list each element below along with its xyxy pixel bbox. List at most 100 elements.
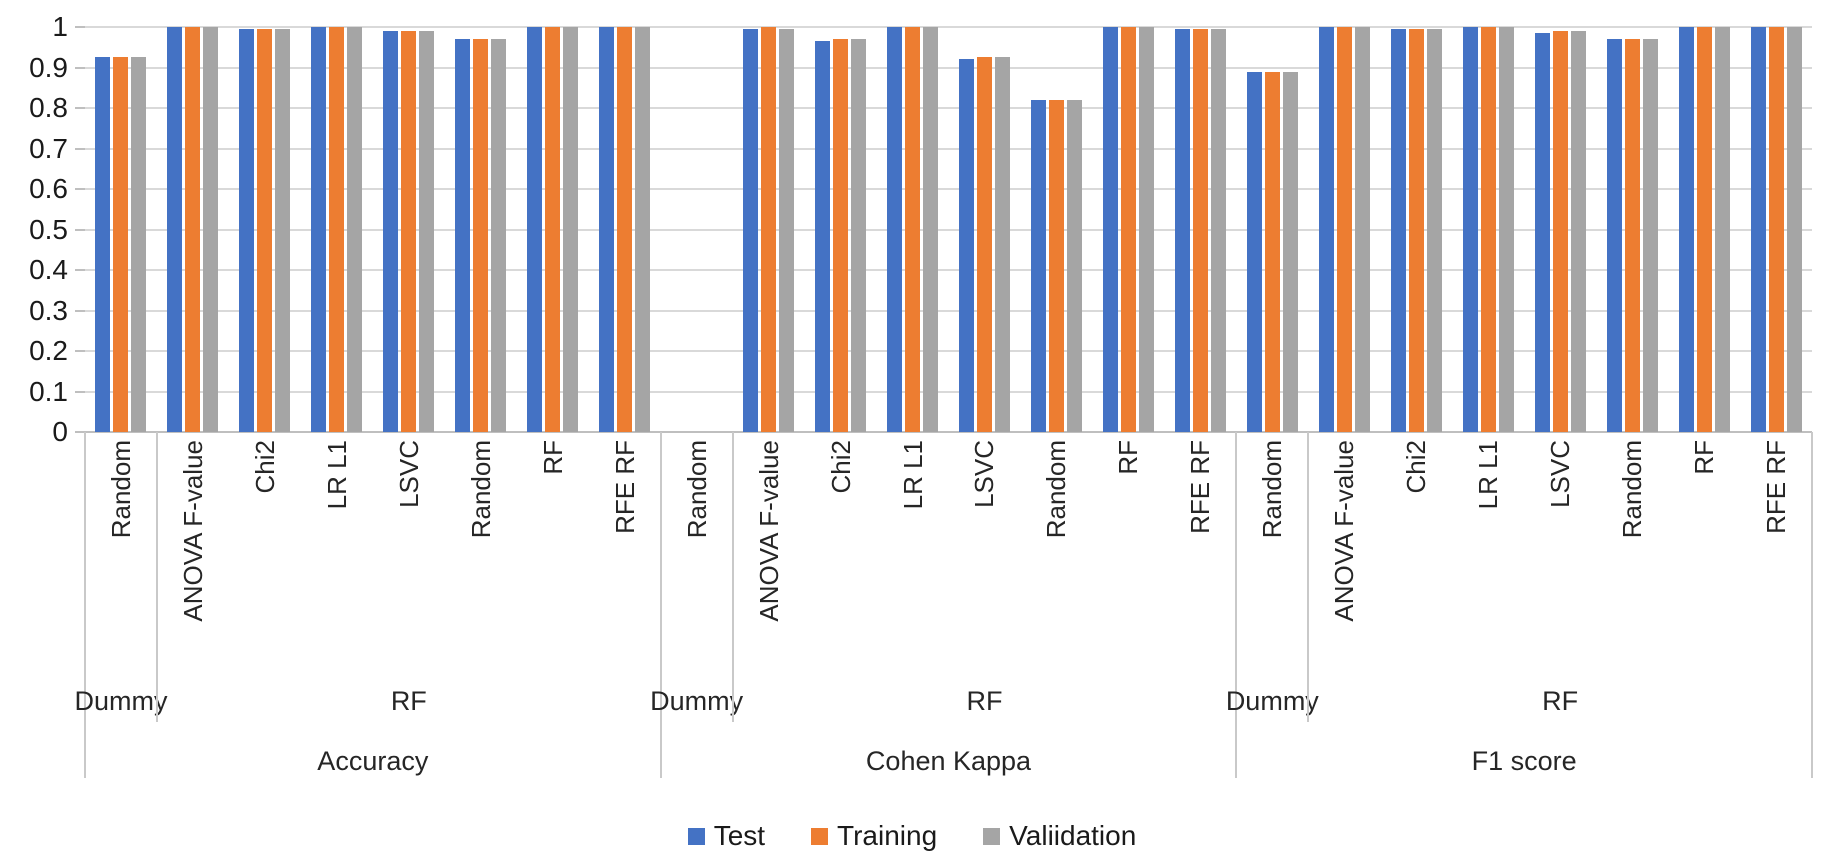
legend-item-valiidation: Valiidation [983, 822, 1136, 850]
bar-valiidation [779, 29, 795, 432]
bar-test [95, 57, 111, 432]
x-axis-line [85, 431, 1812, 433]
y-axis-tick-label: 0.6 [29, 173, 68, 204]
bar-valiidation [1210, 29, 1226, 432]
bar-test [527, 27, 543, 432]
category-label: RFE RF [609, 440, 640, 534]
category-label: RFE RF [1185, 440, 1216, 534]
legend-item-test: Test [687, 820, 766, 851]
bar-valiidation [923, 27, 939, 432]
group-label: Dummy [74, 686, 168, 716]
section-divider [1235, 432, 1238, 778]
bar-test [383, 31, 399, 432]
y-axis-tick-label: 0.2 [29, 335, 68, 366]
category-label: ANOVA F-value [177, 440, 208, 622]
bar-training [1624, 39, 1640, 432]
bar-test [311, 27, 327, 432]
y-axis-tick-label: 0.9 [29, 51, 68, 83]
bar-valiidation [419, 31, 435, 432]
bar-test [1030, 99, 1046, 432]
bar-valiidation [131, 57, 147, 432]
bar-valiidation [1570, 31, 1586, 432]
bar-test [599, 27, 615, 432]
y-axis-tick [75, 107, 85, 109]
bar-training [401, 31, 417, 432]
legend-swatch-icon [811, 827, 829, 845]
bar-test [887, 27, 903, 432]
bar-valiidation [491, 39, 507, 432]
bar-training [976, 57, 992, 432]
y-axis-tick-label: 0.5 [29, 213, 68, 245]
bar-test [1390, 29, 1406, 432]
group-label: RF [966, 686, 1003, 716]
bar-valiidation [1354, 27, 1370, 432]
bar-training [905, 27, 921, 432]
y-gridline [85, 309, 1812, 312]
y-gridline [85, 66, 1812, 69]
category-label: LR L1 [897, 440, 928, 510]
bar-test [167, 27, 183, 432]
bar-valiidation [1714, 27, 1730, 432]
category-label: RF [1113, 440, 1144, 475]
y-axis-tick [75, 147, 85, 150]
y-gridline [85, 228, 1812, 231]
legend-swatch-icon [983, 827, 1001, 845]
category-label: LR L1 [321, 440, 352, 510]
y-gridline [85, 390, 1812, 393]
bar-test [239, 29, 255, 432]
bar-training [1696, 27, 1712, 432]
category-label: ANOVA F-value [753, 440, 784, 622]
bar-training [1192, 29, 1208, 432]
category-label: Random [681, 440, 712, 539]
y-axis-tick-label: 0.3 [29, 294, 68, 326]
y-axis-tick [75, 26, 85, 28]
section-label: Accuracy [317, 746, 429, 776]
bar-training [1552, 31, 1568, 432]
bar-training [1336, 27, 1352, 432]
y-axis-tick [75, 309, 85, 312]
bar-training [329, 27, 345, 432]
bar-valiidation [1282, 71, 1298, 432]
bar-training [257, 29, 273, 432]
y-axis-tick-label: 0.4 [29, 254, 68, 285]
section-divider [84, 432, 86, 778]
bar-training [1264, 71, 1280, 432]
bar-test [1534, 33, 1550, 432]
y-axis-tick-label: 1 [52, 11, 68, 42]
y-gridline [85, 188, 1812, 190]
category-label: LSVC [1545, 440, 1576, 508]
bar-test [1174, 29, 1190, 432]
category-label: Random [1257, 440, 1288, 539]
group-divider [155, 432, 158, 722]
bar-valiidation [1138, 27, 1154, 432]
chart-legend: Test Training Valiidation [0, 822, 1824, 850]
y-axis-tick [75, 350, 85, 352]
y-axis-tick [75, 66, 85, 69]
group-label: RF [1542, 686, 1579, 716]
group-label: Dummy [650, 686, 744, 716]
section-divider [659, 432, 662, 778]
category-label: Random [465, 440, 496, 539]
bar-training [1120, 27, 1136, 432]
category-label: LR L1 [1473, 440, 1504, 510]
legend-label: Test [713, 820, 766, 851]
legend-swatch-icon [687, 827, 705, 845]
bar-training [185, 27, 201, 432]
bar-test [1750, 27, 1766, 432]
category-label: RF [1689, 440, 1720, 475]
bar-valiidation [1642, 39, 1658, 432]
category-label: Random [1617, 440, 1648, 539]
bar-test [1246, 71, 1262, 432]
bar-training [833, 39, 849, 432]
bar-valiidation [203, 27, 219, 432]
y-gridline [85, 26, 1812, 28]
bar-training [545, 27, 561, 432]
bar-valiidation [1066, 99, 1082, 432]
y-axis-tick-label: 0.8 [29, 92, 68, 123]
bar-training [761, 27, 777, 432]
bar-training [113, 57, 129, 432]
y-axis-tick-label: 0.1 [29, 375, 68, 407]
group-divider [1307, 432, 1310, 722]
y-gridline [85, 147, 1812, 150]
